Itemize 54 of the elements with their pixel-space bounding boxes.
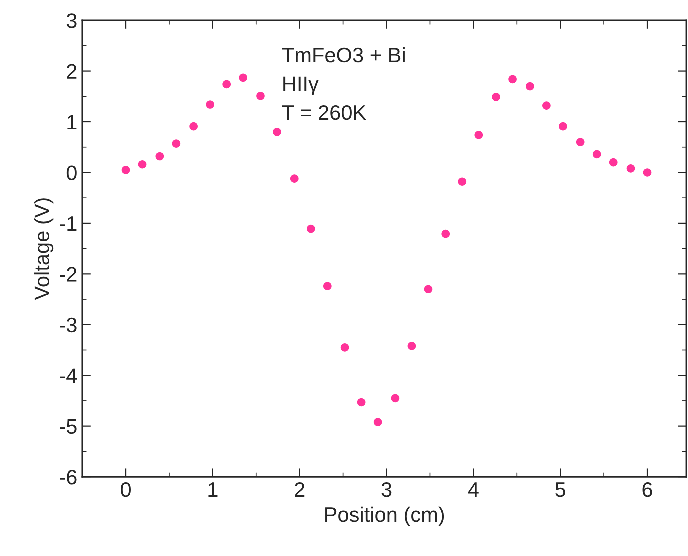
point: [442, 230, 450, 238]
point: [323, 282, 332, 291]
point: [391, 394, 400, 403]
y-tick-label: 1: [68, 115, 77, 130]
point: [306, 224, 316, 234]
point: [492, 92, 500, 102]
point: [626, 164, 636, 173]
point: [576, 138, 585, 146]
y-tick-label: -3: [60, 318, 77, 333]
point: [256, 92, 265, 100]
point: [222, 80, 232, 89]
point: [526, 82, 534, 91]
point: [273, 128, 282, 136]
point: [206, 100, 214, 109]
point: [138, 160, 147, 169]
point: [190, 122, 198, 131]
point: [609, 158, 618, 167]
annotation: TmFeO3 + Bi: [282, 47, 405, 63]
point: [559, 122, 568, 131]
annotation: HIIγ: [284, 76, 319, 96]
x-axis-title: Position (cm): [326, 506, 444, 526]
x-tick-label: 3: [382, 482, 392, 498]
point: [508, 75, 517, 84]
x-tick-label: 2: [295, 482, 305, 498]
point: [122, 166, 130, 174]
y-tick-label: 0: [66, 166, 77, 180]
y-tick-label: -2: [60, 267, 77, 282]
point: [474, 131, 484, 140]
point: [156, 152, 164, 161]
point: [374, 418, 382, 426]
x-tick-label: 1: [208, 482, 218, 498]
point: [592, 150, 602, 159]
x-tick-label: 0: [121, 482, 131, 498]
point: [239, 74, 248, 82]
y-tick-label: 2: [67, 64, 77, 79]
point: [357, 398, 366, 407]
x-tick-label: 6: [642, 482, 652, 498]
annotation: T = 260K: [282, 105, 366, 120]
point: [408, 342, 416, 350]
y-tick-label: -4: [60, 368, 78, 384]
y-tick-label: -1: [60, 216, 77, 231]
point: [458, 178, 467, 186]
point: [340, 344, 350, 352]
y-axis-title: Voltage (V): [34, 198, 54, 300]
point: [424, 285, 433, 294]
y-tick-label: 3: [66, 14, 77, 28]
y-tick-label: -6: [60, 470, 77, 485]
x-tick-label: 4: [468, 482, 479, 498]
point: [172, 140, 181, 148]
x-tick-label: 5: [556, 482, 566, 498]
point: [542, 102, 551, 110]
point: [290, 174, 299, 183]
point: [643, 168, 652, 177]
y-tick-label: -5: [60, 420, 77, 434]
